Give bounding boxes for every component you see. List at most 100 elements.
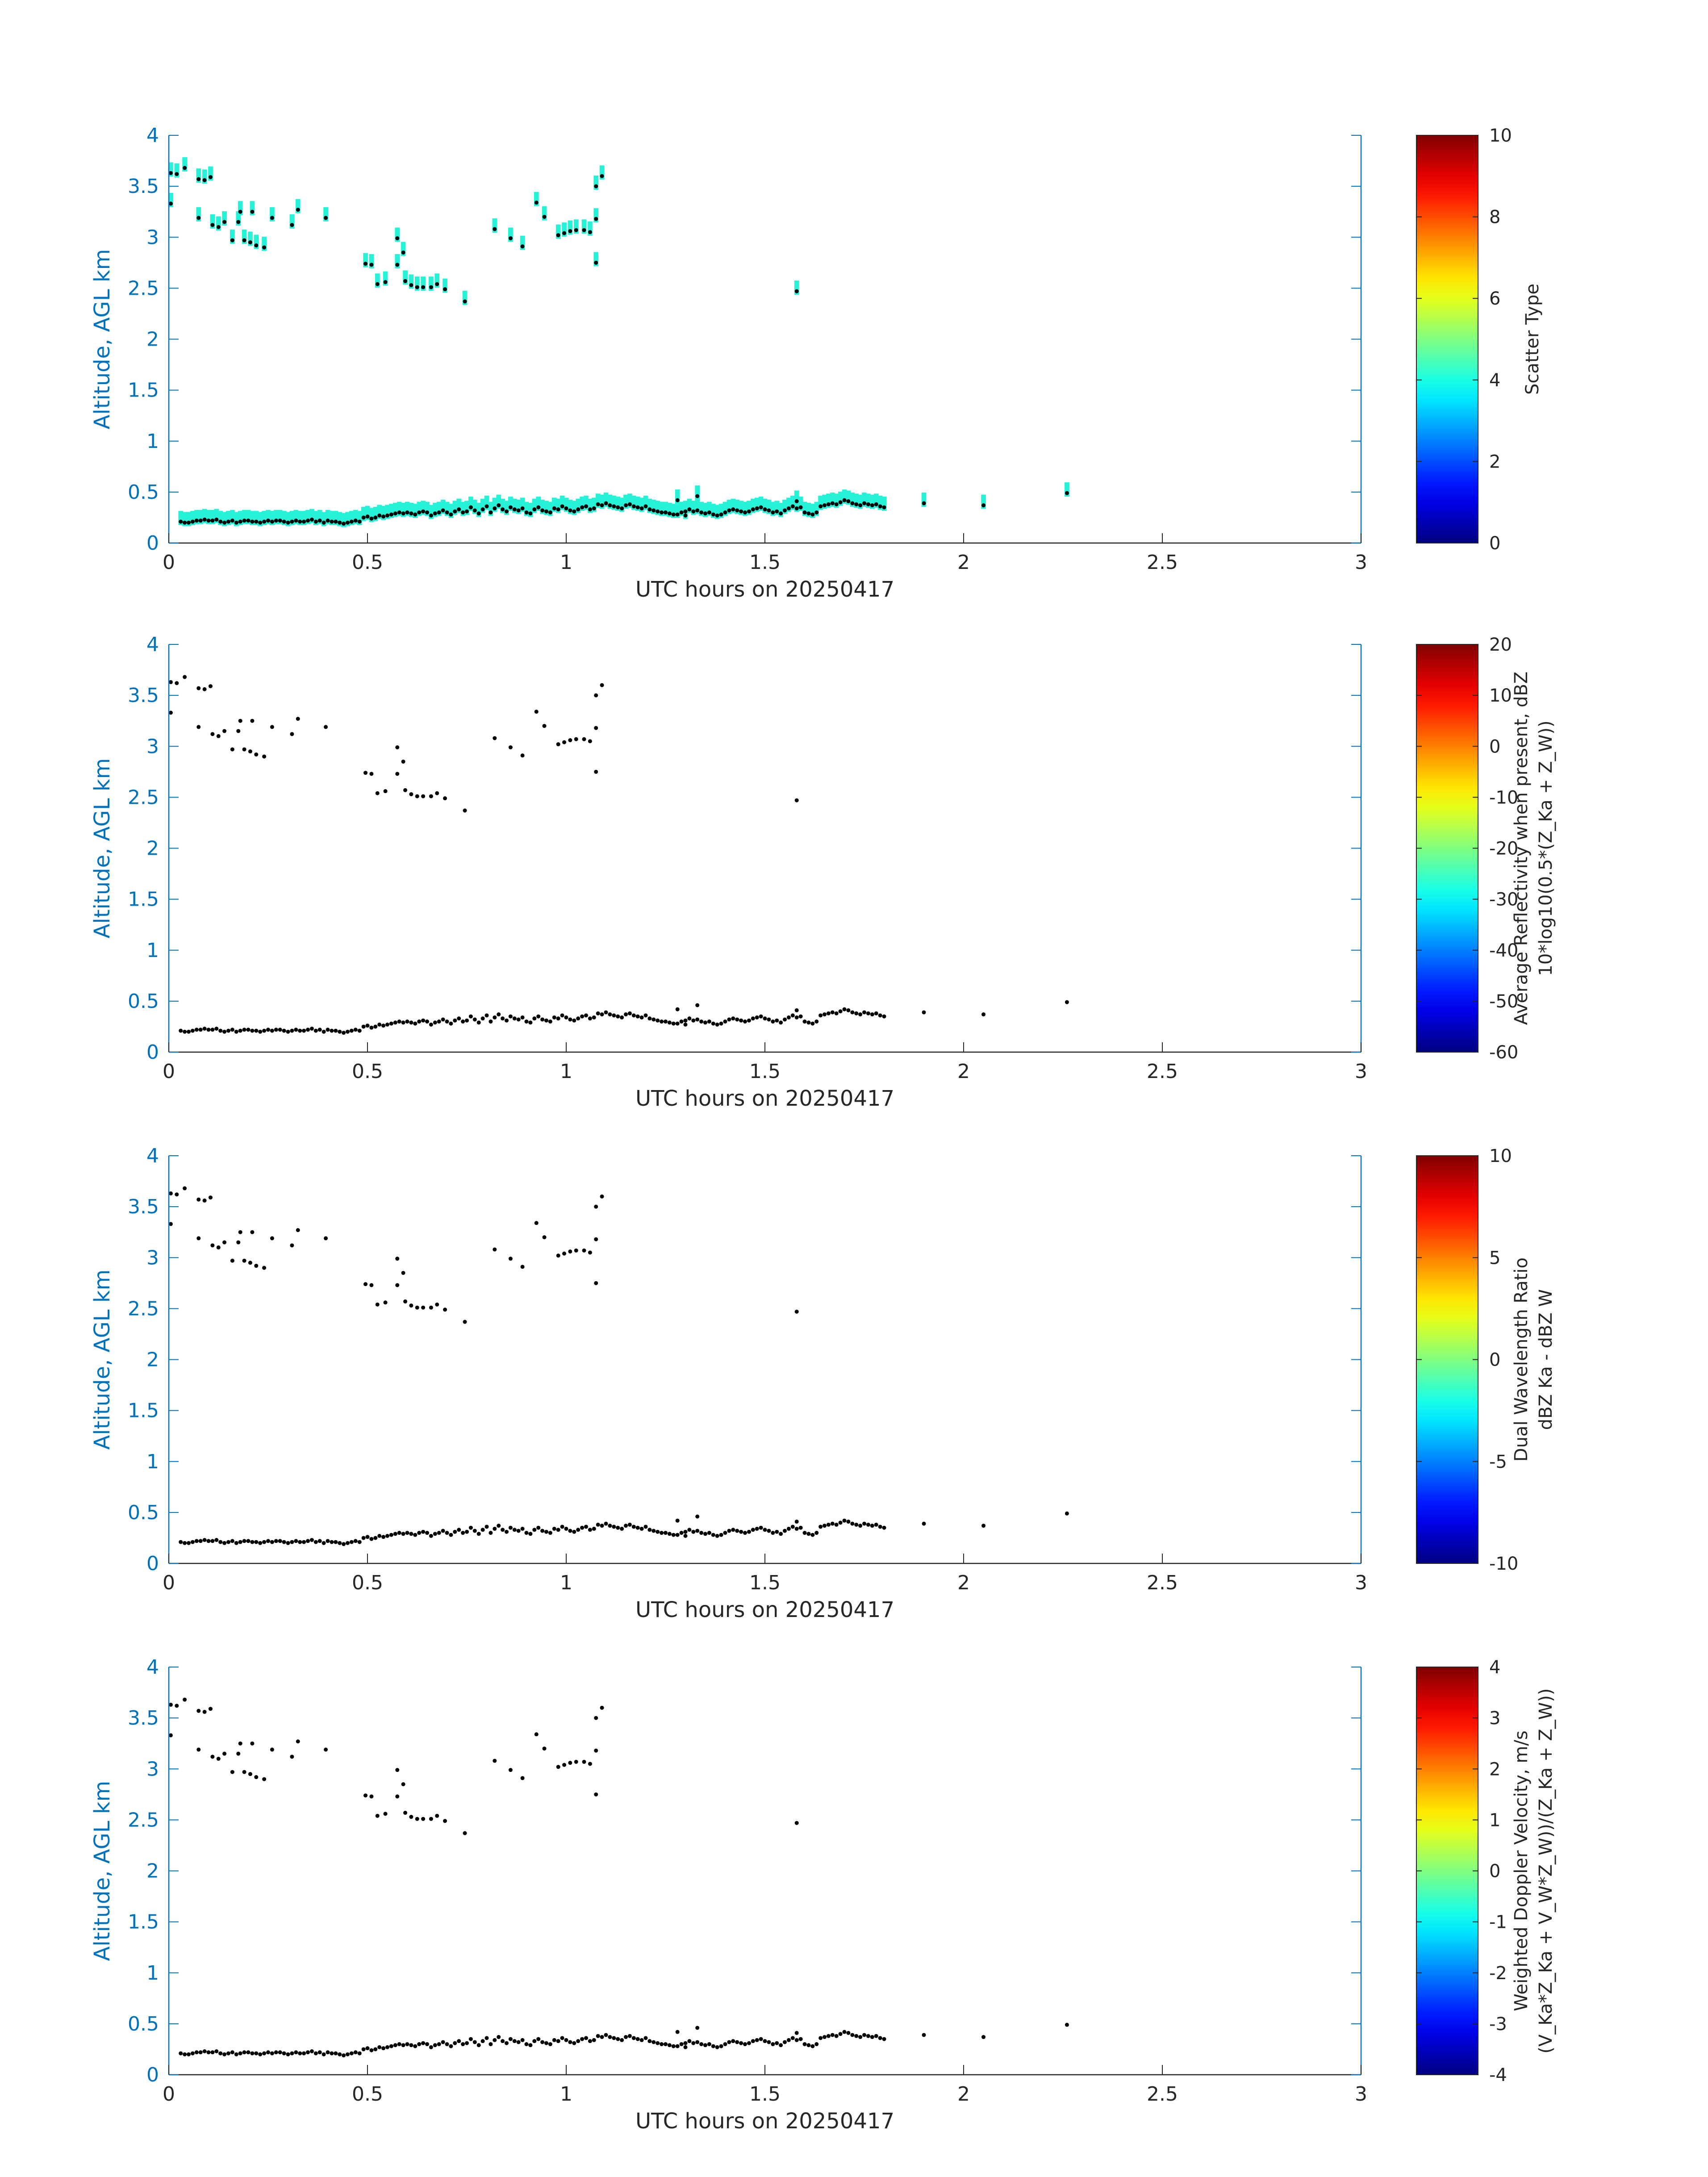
data-point [168,680,173,684]
data-point [671,512,676,517]
data-point [862,1010,866,1015]
data-point [731,507,735,512]
data-point [401,1532,405,1536]
data-point [484,1525,489,1529]
data-point [691,2041,696,2045]
field-cell [381,506,386,520]
data-point [226,1028,230,1033]
field-cell [341,513,346,527]
data-point [508,1014,513,1019]
data-point [779,2043,783,2047]
data-point [588,2039,592,2043]
data-point [393,511,397,516]
field-cell [599,165,605,180]
data-point [582,737,586,741]
data-point [435,282,439,286]
data-point [258,520,263,525]
data-point [463,808,467,813]
data-point [425,510,429,515]
data-point [572,2041,576,2045]
data-point [453,1529,457,1534]
data-point [330,1540,334,1544]
data-point [497,1524,501,1528]
data-point [604,1010,608,1015]
colorbar-tick-label: 0 [1489,1861,1500,1882]
data-point [834,1011,839,1015]
data-point [468,505,473,510]
field-cell [421,501,426,515]
data-point [395,1768,400,1772]
data-point [302,2051,306,2056]
data-point [326,2050,330,2055]
field-cell [699,501,704,516]
data-point [397,2042,401,2047]
data-point [735,1529,739,1533]
field-cell [405,501,410,516]
data-point [361,1024,366,1029]
field-cell [313,511,318,526]
data-point [393,2043,397,2047]
data-point [409,1304,413,1308]
data-point [286,2052,290,2056]
data-point [476,2043,481,2047]
data-point [433,2043,437,2047]
data-point [377,1534,382,1538]
field-cell [508,497,513,511]
y-axis-label: Altitude, AGL km [90,758,115,939]
data-point [361,515,366,520]
data-point [313,1028,318,1033]
data-point [858,1012,863,1017]
data-point [242,518,246,523]
field-cell [714,505,720,519]
x-tick-label: 1.5 [749,551,781,574]
data-point [755,1015,759,1020]
data-point [794,1015,799,1020]
data-point [484,1013,489,1018]
data-point [794,1526,799,1531]
field-cell [208,166,213,181]
data-point [294,1028,298,1032]
data-point [246,2050,251,2055]
data-point [218,1028,223,1033]
data-point [202,1198,207,1203]
field-cell [238,511,243,526]
field-cell [675,489,680,504]
field-cell [168,162,173,177]
data-point [878,1525,882,1529]
data-point [542,724,547,728]
data-point [242,1258,246,1263]
field-cell [305,510,310,524]
field-cell [222,211,227,226]
data-point [656,509,660,514]
data-point [794,798,799,802]
data-point [183,1541,187,1545]
field-cell [226,511,231,526]
data-point [190,1540,195,1544]
field-cell [377,505,382,519]
data-point [409,1815,413,1819]
data-point [687,1528,692,1532]
field-cell [395,227,400,242]
data-point [196,177,201,181]
data-point [258,1029,263,1034]
field-cell [659,501,664,516]
data-point [429,794,433,798]
x-tick-label: 3 [1355,2083,1367,2106]
data-point [290,1540,294,1544]
data-point [501,507,505,512]
data-point [842,1007,847,1011]
field-cell [210,214,215,229]
data-point [534,710,539,714]
field-cell [703,502,708,517]
data-point [480,1528,485,1532]
field-cell [854,493,859,508]
data-point [564,1015,568,1020]
data-point [759,1014,763,1019]
field-cell [206,510,211,524]
field-cell [548,501,553,516]
data-point [743,2042,747,2047]
data-point [552,506,556,510]
data-point [222,1029,227,1034]
field-cell [325,510,330,524]
field-cell [401,242,406,256]
